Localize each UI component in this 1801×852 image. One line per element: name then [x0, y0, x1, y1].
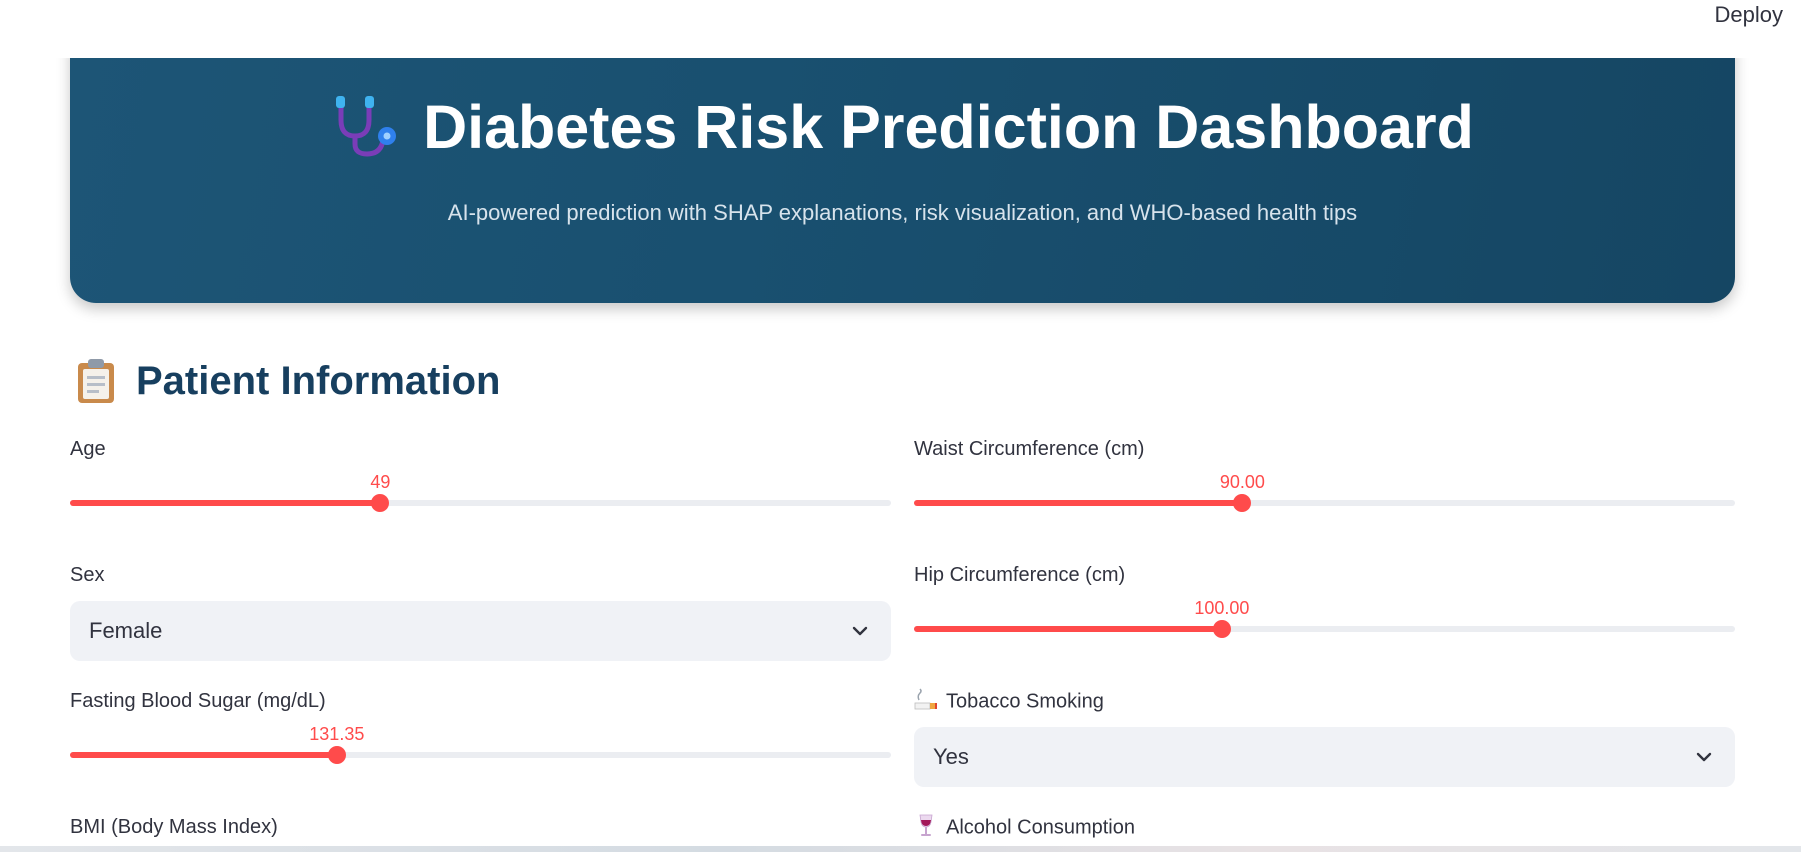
- tobacco-select[interactable]: Yes: [914, 727, 1735, 787]
- hero-subtitle: AI-powered prediction with SHAP explanat…: [447, 200, 1358, 225]
- hip-slider-thumb[interactable]: [1212, 620, 1231, 638]
- fasting-blood-sugar-slider-track[interactable]: [70, 752, 891, 758]
- tobacco-label-row: Tobacco Smoking: [914, 688, 1104, 714]
- section-title: Patient Information: [76, 358, 500, 404]
- stethoscope-icon: [331, 94, 403, 158]
- hero-title: Diabetes Risk Prediction Dashboard: [423, 93, 1474, 161]
- age-value: 49: [370, 472, 391, 492]
- fasting-blood-sugar-value: 131.35: [309, 724, 365, 744]
- deploy-button[interactable]: Deploy: [1714, 2, 1783, 27]
- wine-glass-icon: [914, 814, 938, 838]
- hero-banner: Diabetes Risk Prediction Dashboard AI-po…: [70, 40, 1735, 303]
- section-title-text: Patient Information: [136, 358, 501, 403]
- fasting-blood-sugar-slider[interactable]: 131.35: [70, 724, 891, 768]
- age-slider-fill: [70, 500, 381, 506]
- fasting-blood-sugar-slider-fill: [70, 752, 337, 758]
- clipboard-icon: [76, 358, 116, 404]
- hip-value: 100.00: [1194, 598, 1250, 618]
- sex-selected-value: Female: [89, 618, 163, 643]
- age-slider-thumb[interactable]: [371, 494, 390, 512]
- cigarette-icon: [914, 688, 938, 712]
- fasting-blood-sugar-label: Fasting Blood Sugar (mg/dL): [70, 690, 326, 712]
- waist-value: 90.00: [1219, 472, 1265, 492]
- waist-slider-thumb[interactable]: [1233, 494, 1252, 512]
- age-slider-track[interactable]: [70, 500, 891, 506]
- hip-label: Hip Circumference (cm): [914, 564, 1126, 586]
- age-slider[interactable]: 49: [70, 472, 891, 516]
- waist-slider-fill: [914, 500, 1243, 506]
- hip-slider[interactable]: 100.00: [914, 598, 1735, 642]
- waist-label: Waist Circumference (cm): [914, 438, 1145, 460]
- hero-title-row: Diabetes Risk Prediction Dashboard: [70, 92, 1735, 164]
- alcohol-label: Alcohol Consumption: [946, 816, 1135, 839]
- fasting-blood-sugar-slider-thumb[interactable]: [327, 746, 346, 764]
- alcohol-label-row: Alcohol Consumption: [914, 814, 1135, 840]
- tobacco-selected-value: Yes: [933, 744, 969, 769]
- waist-slider[interactable]: 90.00: [914, 472, 1735, 516]
- hip-slider-fill: [914, 626, 1222, 632]
- top-bar: Deploy: [0, 0, 1801, 58]
- bmi-label: BMI (Body Mass Index): [70, 816, 278, 838]
- chevron-down-icon[interactable]: [1695, 748, 1713, 766]
- age-label: Age: [70, 438, 106, 460]
- hip-slider-track[interactable]: [914, 626, 1735, 632]
- bottom-content-edge: [0, 846, 1801, 852]
- tobacco-label: Tobacco Smoking: [946, 690, 1104, 713]
- waist-slider-track[interactable]: [914, 500, 1735, 506]
- sex-label: Sex: [70, 564, 105, 586]
- chevron-down-icon[interactable]: [851, 622, 869, 640]
- sex-select[interactable]: Female: [70, 601, 891, 661]
